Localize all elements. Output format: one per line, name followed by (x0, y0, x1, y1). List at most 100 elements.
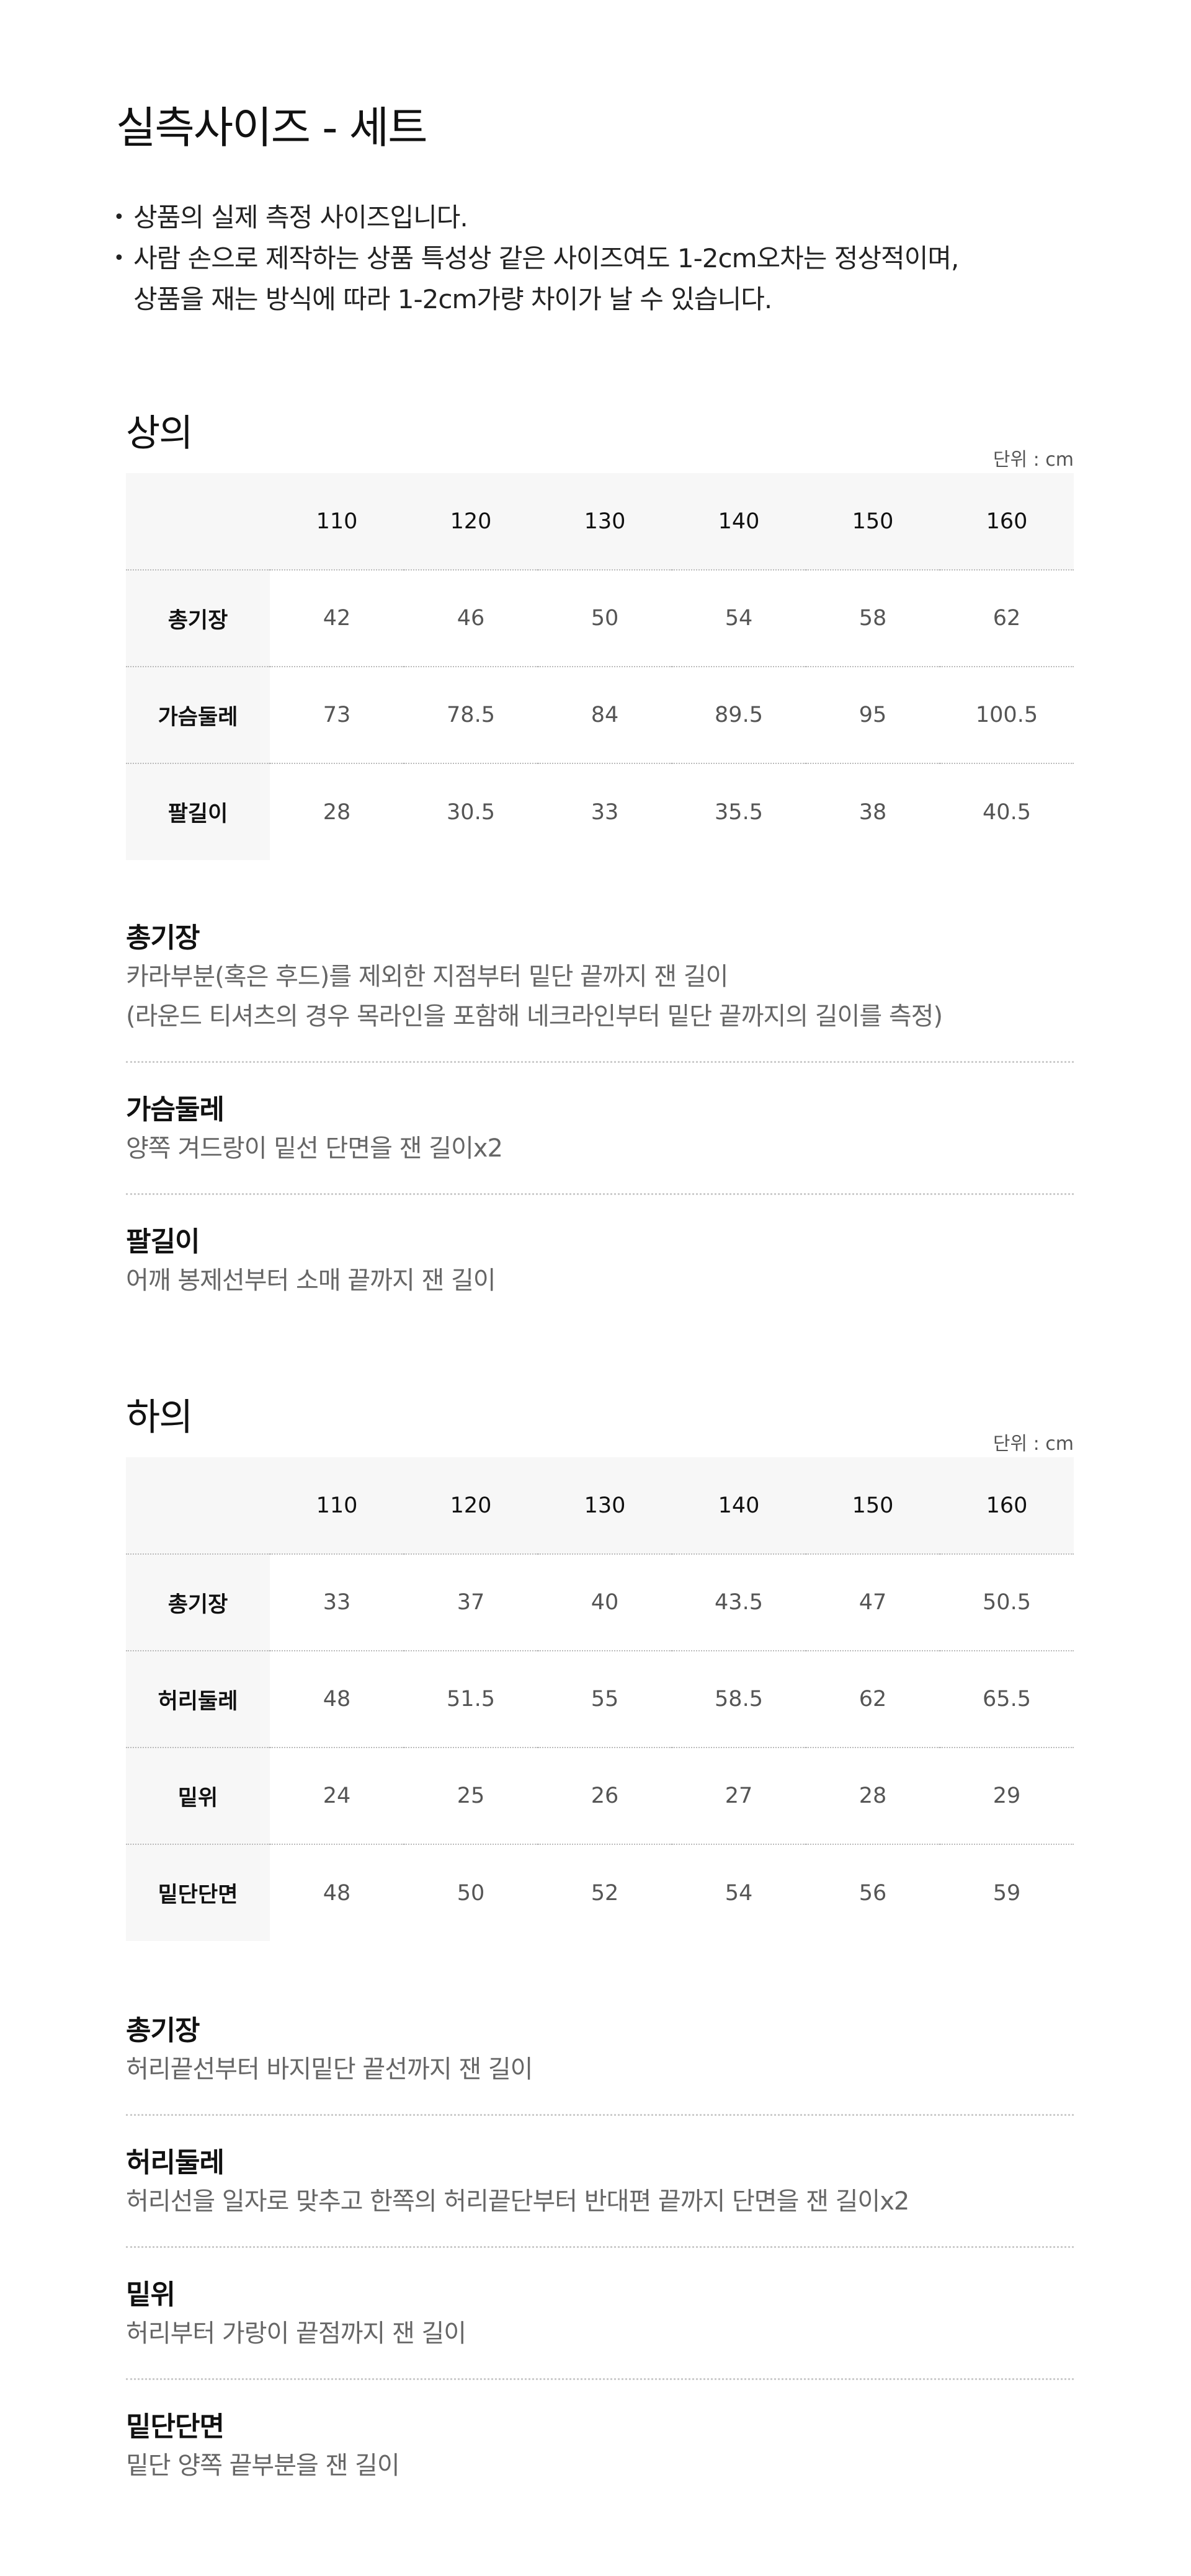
measurement-cell: 95 (859, 703, 887, 727)
size-header: 120 (450, 509, 492, 534)
size-header: 140 (718, 509, 760, 534)
description-title: 총기장 (126, 2015, 200, 2046)
corner-cell (126, 1457, 270, 1554)
description-text: 카라부분(혹은 후드)를 제외한 지점부터 밑단 끝까지 잰 길이 (126, 962, 728, 991)
measurement-cell: 50 (591, 606, 619, 631)
description-title: 허리둘레 (126, 2147, 225, 2178)
table-row: 총기장 33 37 40 43.5 47 50.5 (126, 1554, 1074, 1651)
top-unit-label: 단위 : cm (993, 449, 1074, 471)
measurement-cell: 58.5 (715, 1687, 763, 1712)
measurement-cell: 28 (323, 799, 351, 825)
row-label: 총기장 (126, 1554, 270, 1651)
description-title: 가슴둘레 (126, 1094, 225, 1126)
top-size-table: 110 120 130 140 150 160 총기장 42 46 50 54 58 62 가슴둘레 73 7… (126, 473, 1074, 860)
table-row: 허리둘레 48 51.5 55 58.5 62 65.5 (126, 1651, 1074, 1748)
notes-list: 상품의 실제 측정 사이즈입니다. 사람 손으로 제작하는 상품 특성상 같은 … (114, 197, 959, 320)
header-row: 110 120 130 140 150 160 (126, 473, 1074, 570)
description-text: 허리끝선부터 바지밑단 끝선까지 잰 길이 (126, 2055, 533, 2084)
header-row: 110 120 130 140 150 160 (126, 1457, 1074, 1554)
note-line: 사람 손으로 제작하는 상품 특성상 같은 사이즈여도 1-2cm오차는 정상적… (133, 243, 959, 273)
measurement-cell: 29 (993, 1783, 1021, 1808)
row-label: 팔길이 (126, 763, 270, 860)
size-header: 150 (852, 1493, 894, 1518)
description-title: 총기장 (126, 922, 200, 954)
note: 상품의 실제 측정 사이즈입니다. (114, 197, 958, 238)
measurement-cell: 54 (725, 606, 753, 631)
measurement-cell: 62 (859, 1687, 887, 1712)
row-label: 총기장 (126, 570, 270, 667)
measurement-cell: 78.5 (447, 703, 495, 727)
row-label: 밑위 (126, 1748, 270, 1844)
description-text: 허리부터 가랑이 끝점까지 잰 길이 (126, 2319, 466, 2348)
measurement-cell: 24 (323, 1783, 351, 1808)
table-row: 총기장 42 46 50 54 58 62 (126, 570, 1074, 667)
measurement-cell: 40.5 (983, 799, 1031, 825)
size-header: 110 (316, 1493, 358, 1518)
measurement-cell: 43.5 (715, 1590, 763, 1615)
measurement-cell: 26 (591, 1783, 619, 1808)
measurement-cell: 100.5 (975, 703, 1038, 727)
measurement-cell: 59 (993, 1880, 1021, 1906)
table-row: 팔길이 28 30.5 33 35.5 38 40.5 (126, 763, 1074, 860)
measurement-cell: 84 (591, 703, 619, 727)
measurement-cell: 58 (859, 606, 887, 631)
table-row: 가슴둘레 73 78.5 84 89.5 95 100.5 (126, 667, 1074, 763)
size-header: 110 (316, 509, 358, 534)
measurement-cell: 38 (859, 799, 887, 825)
description-text: 어깨 봉제선부터 소매 끝까지 잰 길이 (126, 1266, 496, 1295)
measurement-cell: 30.5 (447, 799, 495, 825)
table-row: 밑단단면 48 50 52 54 56 59 (126, 1844, 1074, 1941)
row-label: 가슴둘레 (126, 667, 270, 763)
measurement-cell: 46 (457, 606, 485, 631)
size-header: 130 (584, 509, 626, 534)
measurement-cell: 50 (457, 1880, 485, 1906)
measurement-cell: 55 (591, 1687, 619, 1712)
measurement-cell: 51.5 (447, 1687, 495, 1712)
size-header: 160 (986, 1493, 1028, 1518)
bottom-section-title: 하의 (126, 1396, 193, 1439)
measurement-cell: 33 (323, 1590, 351, 1615)
size-header: 150 (852, 509, 894, 534)
size-header: 120 (450, 1493, 492, 1518)
description-text: 밑단 양쪽 끝부분을 잰 길이 (126, 2451, 400, 2480)
measurement-cell: 48 (323, 1687, 351, 1712)
row-label: 허리둘레 (126, 1651, 270, 1748)
measurement-cell: 50.5 (983, 1590, 1031, 1615)
size-header: 130 (584, 1493, 626, 1518)
description-item: 팔길이 어깨 봉제선부터 소매 끝까지 잰 길이 (126, 1224, 1074, 1325)
measurement-cell: 37 (457, 1590, 485, 1615)
note: 사람 손으로 제작하는 상품 특성상 같은 사이즈여도 1-2cm오차는 정상적… (114, 238, 959, 320)
description-title: 밑단단면 (126, 2411, 225, 2443)
description-text: 양쪽 겨드랑이 밑선 단면을 잰 길이x2 (126, 1134, 503, 1163)
measurement-cell: 28 (859, 1783, 887, 1808)
measurement-cell: 89.5 (715, 703, 763, 727)
measurement-cell: 73 (323, 703, 351, 727)
measurement-cell: 48 (323, 1880, 351, 1906)
top-section-title: 상의 (126, 412, 193, 455)
size-header: 140 (718, 1493, 760, 1518)
measurement-cell: 54 (725, 1880, 753, 1906)
measurement-cell: 35.5 (715, 799, 763, 825)
measurement-cell: 27 (725, 1783, 753, 1808)
bottom-unit-label: 단위 : cm (993, 1433, 1074, 1455)
measurement-cell: 65.5 (983, 1687, 1031, 1712)
measurement-cell: 62 (993, 606, 1021, 631)
table-row: 밑위 24 25 26 27 28 29 (126, 1748, 1074, 1844)
measurement-cell: 42 (323, 606, 351, 631)
description-title: 밑위 (126, 2279, 176, 2311)
corner-cell (126, 473, 270, 570)
note-line: 상품을 재는 방식에 따라 1-2cm가량 차이가 날 수 있습니다. (133, 284, 772, 314)
measurement-cell: 40 (591, 1590, 619, 1615)
page-title: 실측사이즈 - 세트 (116, 102, 428, 153)
measurement-cell: 25 (457, 1783, 485, 1808)
description-text: 허리선을 일자로 맞추고 한쪽의 허리끝단부터 반대편 끝까지 단면을 잰 길이… (126, 2187, 909, 2216)
measurement-cell: 56 (859, 1880, 887, 1906)
description-text: (라운드 티셔츠의 경우 목라인을 포함해 네크라인부터 밑단 끝까지의 길이를… (126, 1002, 943, 1031)
